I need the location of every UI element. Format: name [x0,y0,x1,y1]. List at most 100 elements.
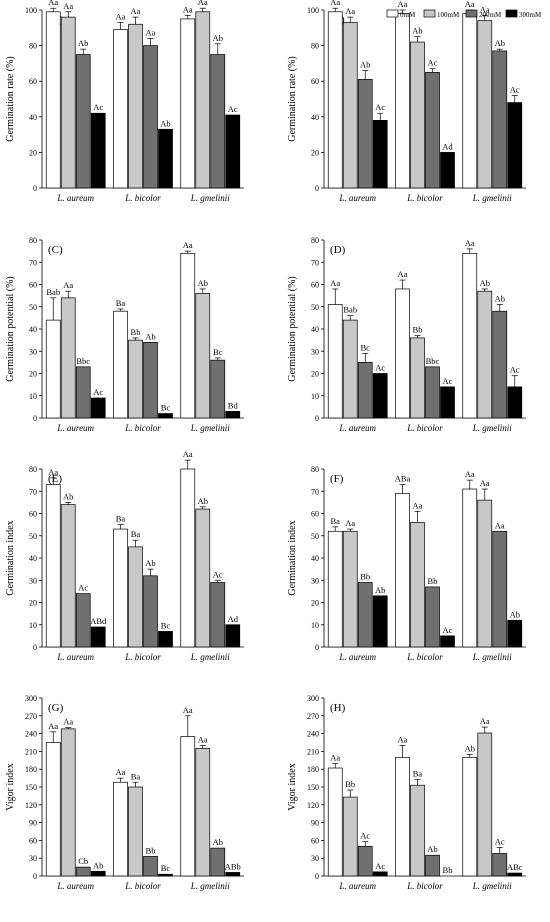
bar [45,319,61,419]
bar [210,582,226,648]
bar [225,872,241,877]
y-tick-label: 80 [311,42,319,51]
significance-label: Ab [495,38,505,48]
bar [395,756,410,877]
y-tick-label: 240 [25,730,37,739]
significance-label: Bb [428,576,438,586]
bar [410,337,425,419]
significance-label: Ac [510,365,520,375]
y-tick-label: 80 [311,465,319,474]
legend-swatch [423,9,436,18]
significance-label: Aa [465,0,475,9]
significance-label: Aa [345,6,355,16]
bar [440,152,455,189]
significance-label: Bb [345,779,355,789]
significance-label: Aa [116,767,126,777]
significance-label: Aa [183,4,193,14]
y-tick-label: 240 [307,730,319,739]
panel-label: (E) [48,473,62,485]
y-tick-label: 180 [307,765,319,774]
bar [492,853,508,877]
significance-label: Ab [93,860,103,870]
bar [143,575,158,648]
panel-label: (H) [330,702,346,714]
significance-label: Ab [198,496,208,506]
bar [158,631,173,648]
y-tick-label: 70 [311,258,319,267]
bar [60,728,76,877]
bar [357,582,373,648]
bar [395,13,410,189]
significance-label: Aa [330,752,340,762]
x-category-label: L. bicolor [124,881,161,891]
y-tick-label: 10 [29,621,37,630]
significance-label: Ac [375,363,385,373]
significance-label: Aa [183,240,193,250]
x-category-label: L. aureum [338,881,376,891]
y-tick-label: 60 [311,836,319,845]
bar [372,120,388,189]
bar [492,310,508,419]
significance-label: Ba [131,529,141,539]
significance-label: Ab [198,278,208,288]
significance-label: Ab [510,609,520,619]
significance-label: Ab [160,118,170,128]
bar [372,373,388,419]
significance-label: Aa [398,269,408,279]
x-category-label: L. aureum [56,881,94,891]
bar [60,504,76,648]
significance-label: Bc [361,342,371,352]
y-tick-label: 80 [311,236,319,245]
significance-label: Ac [93,102,103,112]
significance-label: Ab [375,585,385,595]
y-tick-label: 0 [33,184,37,193]
bar [342,796,358,877]
y-tick-label: 0 [33,414,37,423]
bar [372,595,388,648]
significance-label: Ac [213,569,223,579]
significance-label: Aa [413,500,423,510]
y-tick-label: 0 [315,414,319,423]
y-axis-label: Vigor index [5,763,16,810]
x-category-label: L. gmelinii [190,881,231,891]
significance-label: Aa [146,27,156,37]
y-tick-label: 100 [307,6,319,15]
significance-label: Bb [443,865,453,875]
significance-label: Ab [213,837,223,847]
y-tick-label: 30 [29,347,37,356]
bar [462,488,478,648]
significance-label: Aa [63,1,73,11]
significance-label: Ab [360,60,370,70]
significance-label: ABa [395,474,411,484]
significance-label: Bbc [426,356,440,366]
significance-label: Aa [480,478,490,488]
bar [327,767,343,877]
significance-label: ABc [507,862,523,872]
significance-label: Aa [63,280,73,290]
bar [507,386,523,419]
significance-label: Ac [428,58,438,68]
y-tick-label: 210 [25,747,37,756]
significance-label: Ac [375,102,385,112]
y-tick-label: 40 [311,325,319,334]
y-tick-label: 10 [311,621,319,630]
y-tick-label: 10 [29,392,37,401]
significance-label: Ba [116,298,126,308]
bar [45,484,61,648]
bar [75,54,91,189]
x-category-label: L. bicolor [406,423,443,433]
y-tick-label: 0 [315,872,319,881]
bar [372,871,388,877]
bar [357,845,373,877]
significance-label: Aa [183,705,193,715]
significance-label: Bc [213,347,223,357]
bar [342,530,358,648]
bar [425,854,440,877]
x-category-label: L. bicolor [406,652,443,662]
significance-label: ABd [90,616,107,626]
y-tick-label: 60 [29,836,37,845]
bar [492,50,508,189]
legend-swatch [505,9,518,18]
y-tick-label: 70 [311,487,319,496]
